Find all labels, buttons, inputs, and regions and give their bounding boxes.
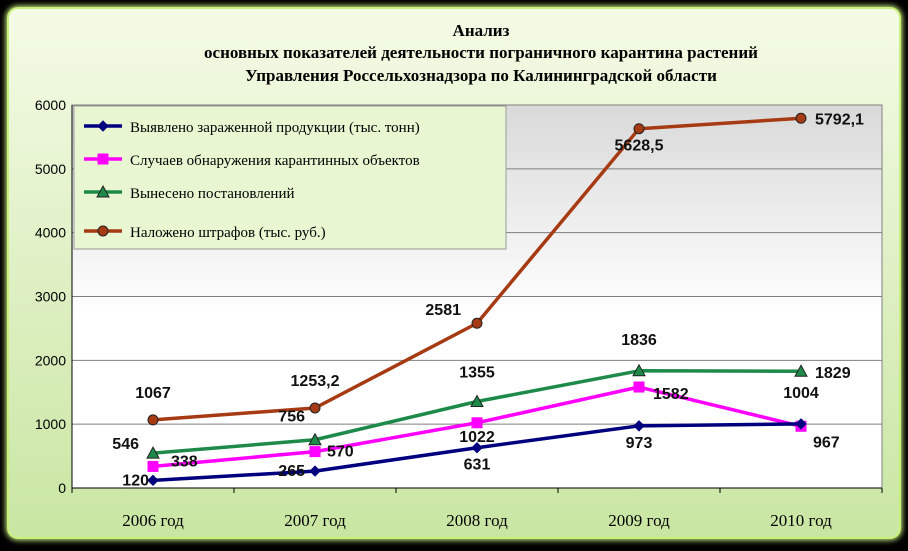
data-label-s2-4: 1582 — [653, 386, 689, 403]
data-labels: 120 265 631 973 1004 338 570 1022 1582 967 546 756 1… — [112, 111, 864, 489]
data-label-s1-5: 1004 — [783, 385, 819, 402]
data-label-s4-3: 2581 — [425, 302, 461, 319]
data-label-s1-3: 631 — [464, 457, 491, 474]
point-s3-4 — [632, 363, 646, 377]
series-layer — [146, 112, 808, 487]
legend-label-series-2: Случаев обнаружения карантинных объектов — [130, 153, 420, 169]
data-label-s3-1: 546 — [112, 436, 139, 453]
point-s2-3 — [471, 417, 483, 429]
x-tick-label-3: 2009 год — [608, 511, 670, 530]
point-s3-2 — [308, 432, 322, 446]
legend-marker-series-3 — [96, 184, 110, 198]
legend-label-series-3: Вынесено постановлений — [130, 186, 295, 202]
y-tick-label-0: 0 — [58, 480, 66, 496]
point-s4-5 — [795, 112, 807, 124]
point-s1-4 — [633, 420, 645, 432]
y-tick-label-3: 3000 — [35, 289, 66, 305]
point-s3-1 — [146, 446, 160, 459]
point-s4-2 — [309, 402, 321, 414]
y-tick-label-4: 4000 — [35, 225, 66, 241]
point-s4-3 — [471, 317, 483, 329]
point-s2-2 — [309, 446, 321, 458]
legend-marker-series-1 — [97, 120, 109, 132]
data-label-s1-2: 265 — [278, 463, 305, 480]
data-label-s1-1: 120 — [122, 472, 149, 489]
point-s3-3 — [470, 394, 484, 408]
legend-marker-series-2 — [97, 153, 109, 165]
data-label-s2-3: 1022 — [459, 429, 495, 446]
data-label-s3-5: 1829 — [815, 365, 851, 382]
data-label-s4-5: 5792,1 — [815, 111, 864, 128]
data-label-s2-1: 338 — [171, 453, 198, 470]
data-label-s3-2: 756 — [278, 409, 305, 426]
chart-title-line-3: Управления Россельхознадзора по Калининг… — [245, 66, 717, 85]
point-s2-4 — [633, 381, 645, 393]
legend-label-series-1: Выявлено зараженной продукции (тыс. тонн… — [130, 120, 420, 136]
x-tick-label-0: 2006 год — [122, 511, 184, 530]
legend-box — [73, 105, 507, 250]
point-s1-2 — [309, 465, 321, 477]
y-tick-label-6: 6000 — [35, 97, 66, 113]
legend-label-series-4: Наложено штрафов (тыс. руб.) — [130, 225, 326, 241]
data-label-s3-3: 1355 — [459, 365, 495, 382]
data-label-s4-1: 1067 — [135, 385, 171, 402]
data-label-s2-2: 570 — [327, 444, 354, 461]
data-label-s3-4: 1836 — [621, 332, 657, 349]
data-label-s4-2: 1253,2 — [291, 373, 340, 390]
point-s1-1 — [147, 474, 159, 487]
y-tick-label-1: 1000 — [35, 416, 66, 432]
data-label-s2-5: 967 — [813, 434, 840, 451]
y-tick-label-5: 5000 — [35, 161, 66, 177]
data-label-s1-4: 973 — [626, 435, 653, 452]
legend-marker-series-4 — [97, 225, 109, 237]
chart-title-line-2: основных показателей деятельности погран… — [204, 43, 758, 62]
point-s1-5 — [795, 418, 807, 430]
legend: Выявлено зараженной продукции (тыс. тонн… — [73, 105, 507, 250]
point-s4-1 — [147, 414, 159, 426]
point-s2-1 — [147, 460, 159, 472]
axes: 0 1000 2000 3000 4000 5000 6000 2006 год 2007 го… — [35, 97, 883, 530]
point-s4-4 — [633, 123, 645, 135]
point-s3-5 — [794, 364, 808, 377]
y-tick-label-2: 2000 — [35, 352, 66, 368]
chart-title-line-1: Анализ — [453, 21, 510, 40]
x-tick-label-1: 2007 год — [284, 511, 346, 530]
data-label-s4-4: 5628,5 — [615, 138, 664, 155]
x-tick-label-4: 2010 год — [770, 511, 832, 530]
point-s1-3 — [471, 442, 483, 454]
x-tick-label-2: 2008 год — [446, 511, 508, 530]
chart-title: Анализ основных показателей деятельности… — [204, 21, 758, 85]
legend-marks — [84, 120, 122, 237]
